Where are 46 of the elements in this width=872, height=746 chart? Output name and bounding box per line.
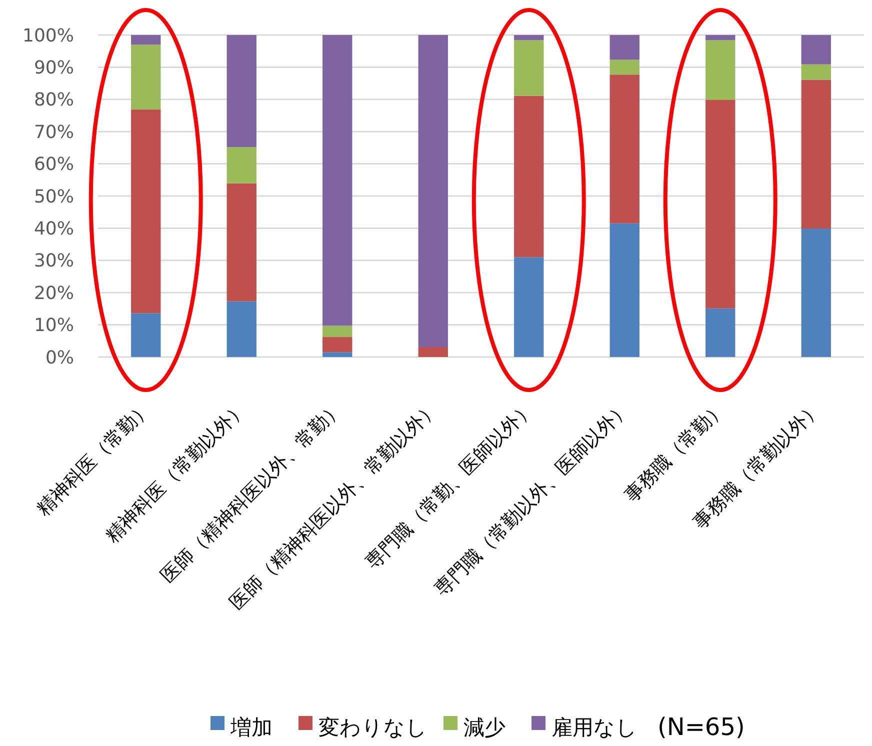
y-tick-label: 40% — [34, 218, 74, 240]
y-tick-label: 100% — [22, 25, 74, 46]
bar — [514, 96, 544, 258]
y-tick-label: 0% — [45, 347, 74, 368]
bar — [610, 60, 640, 75]
bar — [226, 35, 256, 148]
bar — [514, 40, 544, 96]
y-tick-label: 50% — [34, 186, 74, 208]
bar — [226, 183, 256, 302]
y-tick-label: 20% — [34, 282, 74, 304]
y-tick-label: 10% — [34, 315, 74, 336]
bar — [131, 44, 161, 110]
bar — [706, 35, 736, 40]
y-tick-label: 70% — [34, 122, 74, 143]
bar — [131, 109, 161, 314]
y-tick-label: 90% — [34, 58, 74, 78]
bar — [706, 100, 736, 308]
y-tick-label: 60% — [34, 154, 74, 176]
bar — [418, 347, 448, 357]
bar — [801, 64, 831, 80]
bar — [322, 35, 352, 326]
bar — [610, 35, 640, 60]
bar — [514, 35, 544, 40]
bar — [610, 74, 640, 224]
legend-label: 増加 — [230, 715, 272, 740]
bar — [322, 352, 352, 357]
text: (N=65) — [658, 713, 745, 742]
bar — [322, 337, 352, 352]
bar — [418, 35, 448, 348]
bar — [131, 35, 161, 45]
bar — [801, 228, 831, 357]
bar — [226, 147, 256, 184]
bar — [322, 326, 352, 338]
y-tick-label: 30% — [34, 250, 74, 272]
bar — [226, 301, 256, 357]
legend-label: 雇用なし — [552, 715, 638, 740]
bar — [131, 313, 161, 357]
bar — [801, 80, 831, 229]
y-tick-label: 80% — [34, 90, 74, 111]
bar — [706, 40, 736, 100]
bar — [801, 35, 831, 64]
bar — [514, 257, 544, 357]
legend-label: 変わりなし — [318, 715, 428, 740]
bar — [706, 308, 736, 357]
legend-label: 減少 — [464, 715, 506, 740]
bar — [610, 223, 640, 357]
